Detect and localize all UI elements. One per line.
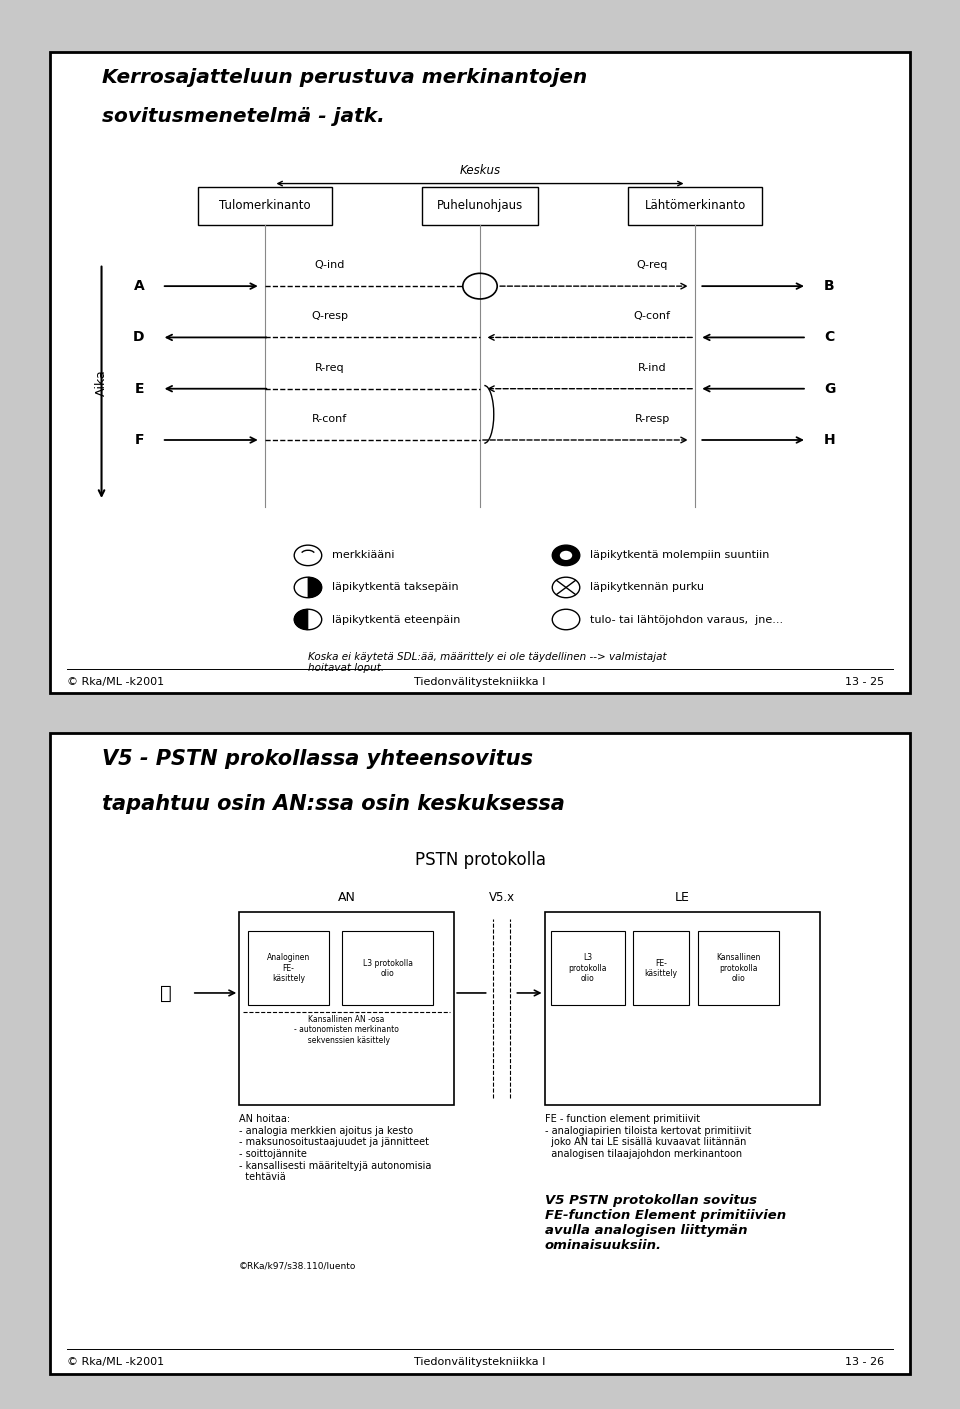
Text: läpikytkennän purku: läpikytkennän purku	[590, 582, 704, 592]
Text: läpikytkentä eteenpäin: läpikytkentä eteenpäin	[332, 614, 461, 624]
Text: G: G	[824, 382, 835, 396]
Text: Tiedonvälitystekniikka I: Tiedonvälitystekniikka I	[415, 1357, 545, 1367]
Text: 13 - 26: 13 - 26	[845, 1357, 884, 1367]
Bar	[248, 931, 329, 1005]
Text: V5 - PSTN prokollassa yhteensovitus: V5 - PSTN prokollassa yhteensovitus	[102, 748, 533, 769]
Text: Aika: Aika	[95, 369, 108, 396]
Text: PSTN protokolla: PSTN protokolla	[415, 851, 545, 869]
Wedge shape	[294, 609, 308, 630]
Text: Kansallinen AN -osa
- autonomisten merkinanto
  sekvenssien käsittely: Kansallinen AN -osa - autonomisten merki…	[294, 1014, 399, 1044]
Text: R-conf: R-conf	[312, 414, 348, 424]
Bar	[239, 912, 454, 1105]
Text: Puhelunohjaus: Puhelunohjaus	[437, 200, 523, 213]
Bar	[343, 931, 433, 1005]
Circle shape	[552, 545, 580, 565]
Text: V5.x: V5.x	[489, 892, 515, 905]
Text: Q-conf: Q-conf	[634, 311, 670, 321]
Text: R-ind: R-ind	[637, 362, 666, 372]
Text: läpikytkentä taksepäin: läpikytkentä taksepäin	[332, 582, 459, 592]
FancyBboxPatch shape	[199, 187, 331, 225]
Text: AN hoitaa:
- analogia merkkien ajoitus ja kesto
- maksunosoitustaajuudet ja jänn: AN hoitaa: - analogia merkkien ajoitus j…	[239, 1115, 432, 1182]
Text: H: H	[824, 433, 836, 447]
Bar	[551, 931, 625, 1005]
Text: Q-req: Q-req	[636, 261, 668, 271]
Text: C: C	[824, 331, 834, 344]
Text: L3
protokolla
olio: L3 protokolla olio	[568, 954, 608, 983]
Text: Kansallinen
protokolla
olio: Kansallinen protokolla olio	[716, 954, 760, 983]
Text: © Rka/ML -k2001: © Rka/ML -k2001	[67, 676, 164, 686]
Text: E: E	[135, 382, 145, 396]
Text: V5 PSTN protokollan sovitus
FE-function Element primitiivien
avulla analogisen l: V5 PSTN protokollan sovitus FE-function …	[544, 1195, 785, 1253]
Bar	[544, 912, 820, 1105]
Bar	[633, 931, 689, 1005]
Text: Q-ind: Q-ind	[314, 261, 345, 271]
Text: B: B	[824, 279, 834, 293]
Text: tulo- tai lähtöjohdon varaus,  jne...: tulo- tai lähtöjohdon varaus, jne...	[590, 614, 783, 624]
Text: Q-resp: Q-resp	[311, 311, 348, 321]
Text: Kerrosajatteluun perustuva merkinantojen: Kerrosajatteluun perustuva merkinantojen	[102, 68, 587, 87]
Text: FE-
käsittely: FE- käsittely	[644, 958, 678, 978]
Text: A: A	[133, 279, 145, 293]
Circle shape	[560, 551, 572, 559]
Text: 📞: 📞	[160, 983, 172, 1002]
Text: Analoginen
FE-
käsittely: Analoginen FE- käsittely	[267, 954, 310, 983]
Text: R-resp: R-resp	[635, 414, 670, 424]
Text: Keskus: Keskus	[460, 163, 500, 178]
Text: Lähtömerkinanto: Lähtömerkinanto	[644, 200, 746, 213]
Text: 13 - 25: 13 - 25	[845, 676, 884, 686]
Text: R-req: R-req	[315, 362, 345, 372]
Text: FE - function element primitiivit
- analogiapirien tiloista kertovat primitiivit: FE - function element primitiivit - anal…	[544, 1115, 751, 1160]
Bar	[698, 931, 780, 1005]
Text: ©RKa/k97/s38.110/luento: ©RKa/k97/s38.110/luento	[239, 1261, 356, 1271]
Text: F: F	[135, 433, 145, 447]
Text: tapahtuu osin AN:ssa osin keskuksessa: tapahtuu osin AN:ssa osin keskuksessa	[102, 793, 564, 813]
Text: sovitusmenetelmä - jatk.: sovitusmenetelmä - jatk.	[102, 107, 384, 125]
Text: Tiedonvälitystekniikka I: Tiedonvälitystekniikka I	[415, 676, 545, 686]
Text: D: D	[133, 331, 145, 344]
Text: Koska ei käytetä SDL:ää, määrittely ei ole täydellinen --> valmistajat
hoitavat : Koska ei käytetä SDL:ää, määrittely ei o…	[308, 651, 666, 674]
FancyBboxPatch shape	[422, 187, 538, 225]
Text: L3 protokolla
olio: L3 protokolla olio	[363, 958, 413, 978]
Text: Tulomerkinanto: Tulomerkinanto	[219, 200, 311, 213]
Text: merkkiääni: merkkiääni	[332, 551, 395, 561]
Text: © Rka/ML -k2001: © Rka/ML -k2001	[67, 1357, 164, 1367]
Text: AN: AN	[338, 892, 355, 905]
Wedge shape	[308, 578, 322, 597]
FancyBboxPatch shape	[629, 187, 761, 225]
Text: läpikytkentä molempiin suuntiin: läpikytkentä molempiin suuntiin	[590, 551, 770, 561]
Text: LE: LE	[675, 892, 689, 905]
